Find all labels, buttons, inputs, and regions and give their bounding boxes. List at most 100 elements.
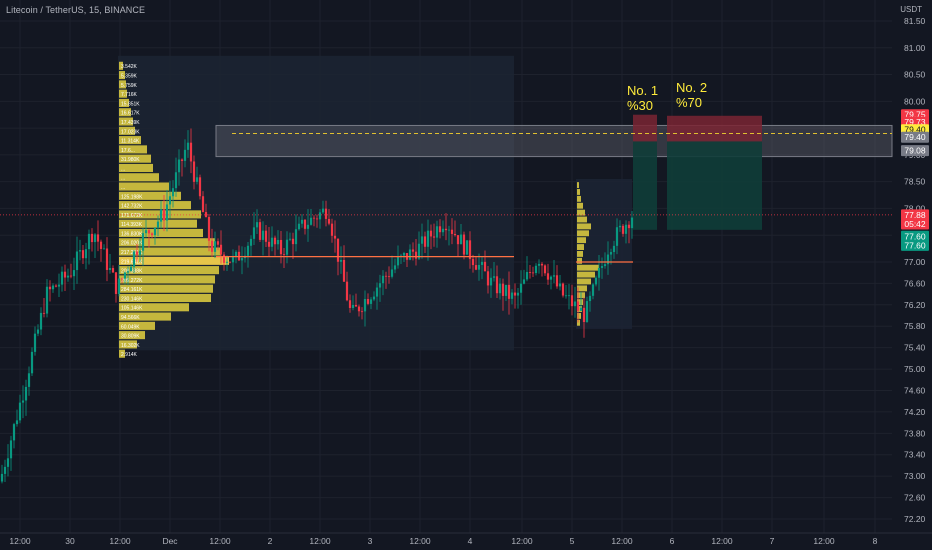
candle-body bbox=[252, 227, 256, 239]
candle-body bbox=[489, 277, 493, 286]
candle-body bbox=[366, 299, 370, 304]
profile-bar-2 bbox=[577, 312, 581, 319]
profile-bar-2 bbox=[577, 285, 587, 292]
profile-bar-label: 114.393K bbox=[121, 222, 143, 228]
candle-body bbox=[324, 208, 328, 219]
price-tag bbox=[901, 209, 929, 221]
candle-body bbox=[627, 224, 631, 229]
candle-body bbox=[501, 283, 505, 296]
profile-bar-label: 16.617K bbox=[121, 111, 140, 117]
price-tick-label: 78.00 bbox=[904, 203, 926, 213]
target-2-stop-zone bbox=[667, 115, 762, 142]
profile-bar bbox=[119, 312, 171, 321]
candle-body bbox=[309, 217, 313, 225]
candle-body bbox=[615, 227, 619, 246]
candle-body bbox=[372, 296, 376, 300]
profile-bar bbox=[119, 108, 131, 117]
profile-bar-label: 3.542K bbox=[121, 64, 138, 70]
profile-bar-2 bbox=[577, 278, 591, 285]
time-tick-label: 12:00 bbox=[9, 536, 31, 546]
candle-body bbox=[312, 217, 316, 219]
price-tag bbox=[901, 131, 929, 143]
price-tag-label: 79.75 bbox=[904, 110, 926, 120]
axes[interactable]: 81.5081.0080.5080.0079.5079.0078.5078.00… bbox=[0, 16, 932, 546]
candle-body bbox=[159, 209, 163, 222]
profile-bar-label: ... bbox=[121, 176, 125, 182]
candle-body bbox=[459, 234, 463, 245]
profile-bar-label: 60.049K bbox=[121, 324, 140, 330]
candle-body bbox=[6, 458, 10, 467]
candle-body bbox=[369, 299, 373, 304]
level-lines bbox=[0, 132, 892, 263]
candle-body bbox=[447, 229, 451, 231]
candle-body bbox=[513, 292, 517, 296]
candle-body bbox=[138, 250, 142, 255]
profile-bar-label: 31.980K bbox=[121, 157, 140, 163]
symbol-header: Litecoin / TetherUS, 15, BINANCE bbox=[6, 5, 146, 15]
candle-body bbox=[546, 273, 550, 280]
profile-bar-2 bbox=[577, 306, 582, 312]
price-tick-label: 81.00 bbox=[904, 43, 926, 53]
price-tick-label: 74.60 bbox=[904, 385, 926, 395]
candle-body bbox=[477, 264, 481, 270]
time-tick-label: 12:00 bbox=[813, 536, 835, 546]
price-tick-label: 73.80 bbox=[904, 428, 926, 438]
candle-body bbox=[102, 248, 106, 250]
candle-body bbox=[108, 268, 112, 270]
profile-bar bbox=[119, 117, 133, 126]
candle-body bbox=[603, 264, 607, 267]
candle-body bbox=[315, 218, 319, 220]
candle-body bbox=[450, 229, 454, 234]
candle-body bbox=[549, 276, 553, 280]
price-tag-label: 77.60 bbox=[904, 231, 926, 241]
candle-body bbox=[111, 268, 115, 273]
currency-unit: USDT bbox=[900, 5, 922, 14]
candle-body bbox=[432, 236, 436, 238]
profile-bar-label: 11.314K bbox=[121, 139, 140, 145]
candle-body bbox=[291, 238, 295, 245]
candle-body bbox=[114, 272, 118, 294]
candle-body bbox=[168, 196, 172, 205]
profile-bar-2 bbox=[577, 209, 585, 216]
candle-body bbox=[60, 271, 64, 285]
candle-body bbox=[465, 240, 469, 255]
candle-body bbox=[516, 292, 520, 296]
profile-bar-label: 105.146K bbox=[121, 306, 143, 312]
profile-bar-label: 15.851K bbox=[121, 101, 140, 107]
candle-body bbox=[144, 230, 148, 234]
candle-body bbox=[30, 351, 34, 374]
candle-body bbox=[384, 275, 388, 277]
candle-body bbox=[225, 261, 229, 263]
time-tick-label: 3 bbox=[368, 536, 373, 546]
profile-bar bbox=[119, 154, 151, 163]
candle-body bbox=[576, 301, 580, 311]
time-tick-label: 12:00 bbox=[409, 536, 431, 546]
candle-body bbox=[9, 440, 13, 459]
candle-body bbox=[429, 230, 433, 237]
candle-body bbox=[306, 224, 310, 229]
candle-body bbox=[420, 236, 424, 244]
profile-bar-label: 125.198K bbox=[121, 194, 143, 200]
profile-bar-label: 17.023K bbox=[121, 129, 140, 135]
candle-body bbox=[18, 402, 22, 421]
candle-body bbox=[471, 258, 475, 266]
profile-bar bbox=[119, 71, 125, 80]
candle-body bbox=[174, 172, 178, 189]
price-tick-label: 81.50 bbox=[904, 16, 926, 26]
candle-body bbox=[180, 159, 184, 161]
candle-body bbox=[165, 204, 169, 221]
candle-body bbox=[327, 218, 331, 224]
price-tick-label: 72.60 bbox=[904, 493, 926, 503]
candle-body bbox=[351, 304, 355, 308]
price-tags: 79.7579.7379.4079.4079.0877.8805:4277.60… bbox=[901, 109, 929, 251]
candle-body bbox=[555, 275, 559, 287]
candle-body bbox=[435, 226, 439, 238]
profile-bar-2 bbox=[577, 216, 587, 223]
candle-body bbox=[270, 237, 274, 247]
profile-bar bbox=[119, 80, 126, 89]
candle-body bbox=[219, 244, 223, 255]
time-tick-label: 12:00 bbox=[109, 536, 131, 546]
candle-body bbox=[378, 283, 382, 288]
candle-body bbox=[258, 222, 262, 240]
